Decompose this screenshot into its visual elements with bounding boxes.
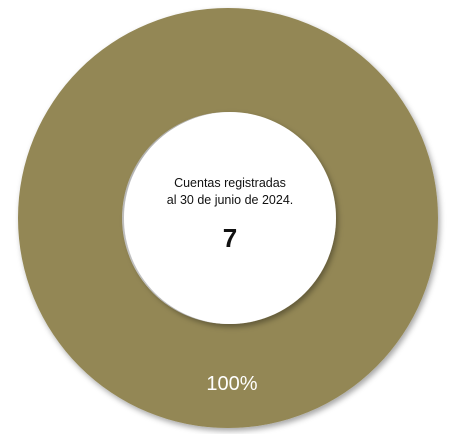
center-total-value: 7	[125, 223, 335, 253]
slice-data-label: 100%	[206, 373, 257, 395]
center-caption-line-2: al 30 de junio de 2024.	[125, 192, 335, 209]
center-caption: Cuentas registradas al 30 de junio de 20…	[125, 175, 335, 253]
center-caption-line-1: Cuentas registradas	[125, 175, 335, 192]
